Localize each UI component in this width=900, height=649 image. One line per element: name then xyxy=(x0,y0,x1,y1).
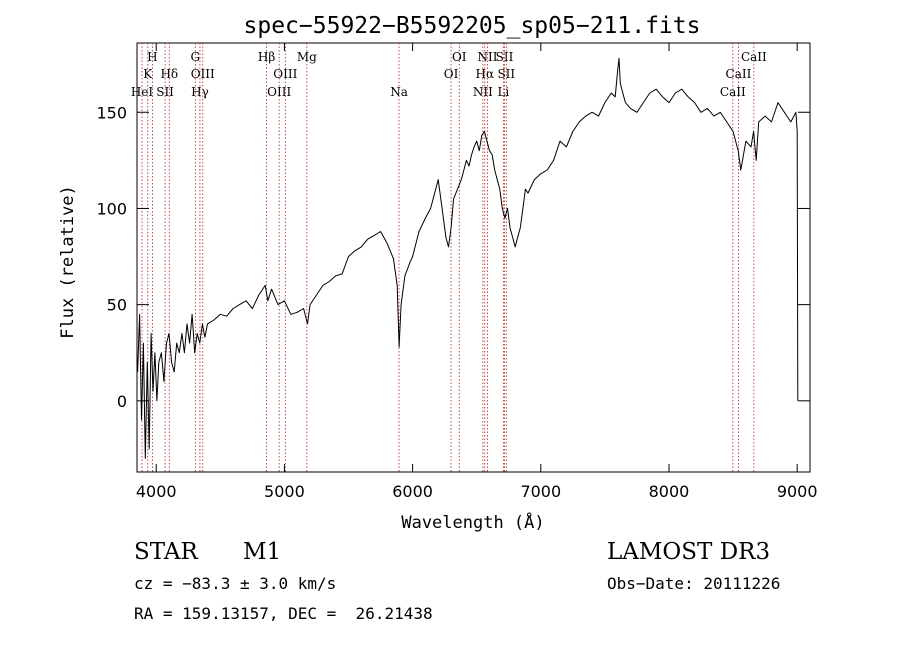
line-marker-label: K xyxy=(143,67,153,81)
y-tick-label: 50 xyxy=(107,296,127,315)
line-marker-label: OI xyxy=(444,67,459,81)
line-marker-label: H xyxy=(147,50,157,64)
object-subclass: M1 xyxy=(243,539,282,565)
line-marker-label: OIII xyxy=(267,85,291,99)
x-tick-label: 7000 xyxy=(520,482,561,501)
y-tick-label: 0 xyxy=(117,392,127,411)
redshift-velocity: cz = −83.3 ± 3.0 km/s xyxy=(134,574,337,593)
x-tick-label: 4000 xyxy=(136,482,177,501)
line-marker-label: SII xyxy=(156,85,174,99)
line-marker-label: CaII xyxy=(741,50,767,64)
sky-coordinates: RA = 159.13157, DEC = 26.21438 xyxy=(134,604,433,623)
line-marker-label: G xyxy=(191,50,201,64)
line-marker-label: OIII xyxy=(273,67,297,81)
line-marker-label: CaII xyxy=(726,67,752,81)
line-marker-label: SII xyxy=(496,50,514,64)
line-marker-label: Mg xyxy=(297,50,317,64)
line-marker-label: OI xyxy=(452,50,467,64)
survey-name: LAMOST DR3 xyxy=(607,539,771,565)
axis-ticks: 4000 5000 6000 7000 8000 9000 0 50 100 150 xyxy=(96,43,818,501)
y-axis-label: Flux (relative) xyxy=(58,185,78,339)
object-class: STAR xyxy=(134,539,198,565)
line-marker-label: HeI xyxy=(131,85,154,99)
line-marker-label: Hβ xyxy=(258,50,275,64)
x-axis-label: Wavelength (Å) xyxy=(401,511,544,533)
chart-title: spec−55922−B5592205_sp05−211.fits xyxy=(244,13,701,39)
flux-line xyxy=(137,57,799,459)
line-marker-label: Hδ xyxy=(160,67,178,81)
x-tick-label: 6000 xyxy=(392,482,433,501)
line-marker-label: OIII xyxy=(191,67,215,81)
line-marker-label: Li xyxy=(497,85,509,99)
x-tick-label: 5000 xyxy=(264,482,305,501)
line-marker-label: NII xyxy=(473,85,493,99)
flux-series xyxy=(137,57,799,459)
line-marker-label: CaII xyxy=(720,85,746,99)
y-tick-label: 150 xyxy=(96,103,127,122)
line-marker-label: Na xyxy=(390,85,408,99)
observation-date: Obs−Date: 20111226 xyxy=(607,574,781,593)
x-tick-label: 9000 xyxy=(777,482,818,501)
plot-frame xyxy=(136,42,811,473)
line-marker-label: Hγ xyxy=(191,85,209,99)
y-tick-label: 100 xyxy=(96,199,127,218)
line-marker-label: SII xyxy=(497,67,515,81)
x-tick-label: 8000 xyxy=(649,482,690,501)
line-marker-label: Hα xyxy=(475,67,494,81)
